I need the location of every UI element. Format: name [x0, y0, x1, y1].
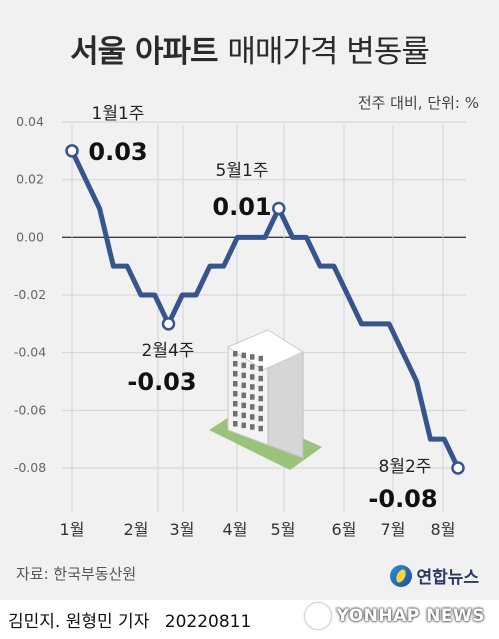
building-window	[241, 372, 246, 379]
building-roof	[226, 329, 305, 371]
brand-text: 연합뉴스	[416, 568, 479, 588]
x-tick-label: 4월	[223, 520, 248, 539]
building-window	[233, 391, 238, 397]
data-points	[65, 144, 465, 475]
credit-date: 20220811	[164, 612, 252, 632]
building-window	[241, 422, 246, 429]
building-window	[258, 415, 263, 422]
building-window	[250, 354, 255, 360]
line-chart: 0.04 0.02 0.00 -0.02 -0.04 -0.06 -0.08 1월 2월 3월 4…	[14, 104, 466, 539]
y-tick-label: -0.08	[14, 460, 46, 475]
building-window	[258, 365, 263, 372]
y-axis-ticks: 0.04 0.02 0.00 -0.02 -0.04 -0.06 -0.08	[14, 114, 46, 475]
y-tick-label: 0.04	[16, 114, 44, 129]
x-tick-label: 1월	[60, 520, 85, 539]
annotation-value: -0.03	[127, 368, 196, 396]
building-window	[250, 404, 255, 410]
building-window	[258, 375, 263, 382]
watermark: YONHAP NEWS	[304, 603, 485, 629]
x-tick-label: 8월	[431, 520, 456, 539]
building-window	[241, 382, 246, 389]
building-window	[250, 414, 255, 420]
source-label: 자료: 한국부동산원	[16, 565, 137, 583]
y-tick-label: 0.00	[16, 229, 44, 244]
title-strong: 서울 아파트	[70, 34, 218, 70]
data-point-marker	[65, 144, 79, 158]
x-tick-label: 2월	[124, 520, 149, 539]
x-axis-ticks: 1월 2월 3월 4월 5월 6월 7월 8월	[60, 520, 456, 539]
series-line	[69, 148, 461, 471]
building-window	[258, 405, 263, 412]
building-window	[258, 355, 263, 362]
building-window	[241, 362, 246, 369]
annotation-label: 2월4주	[142, 341, 195, 361]
title-light: 매매가격 변동률	[227, 34, 429, 70]
building-window	[241, 412, 246, 419]
y-tick-label: 0.02	[16, 172, 44, 187]
reporters: 김민지. 원형민 기자	[8, 612, 150, 632]
building-window	[258, 385, 263, 392]
building-window	[241, 402, 246, 409]
chart-panel	[0, 0, 499, 600]
building-window	[250, 364, 255, 370]
watermark-text: YONHAP NEWS	[336, 606, 485, 626]
building-window	[233, 411, 238, 417]
annotation-label: 5월1주	[216, 161, 269, 181]
y-tick-label: -0.04	[14, 345, 46, 360]
building-window	[233, 371, 238, 377]
x-tick-label: 7월	[381, 520, 406, 539]
building-window	[250, 384, 255, 390]
annotation-label: 1월1주	[92, 104, 145, 124]
credit-line: 김민지. 원형민 기자 20220811	[8, 607, 251, 632]
building-window	[233, 351, 238, 357]
unit-label: 전주 대비, 단위: %	[357, 94, 479, 112]
annotation-value: 0.01	[212, 193, 271, 221]
data-point-marker	[161, 317, 176, 331]
building-window	[233, 381, 238, 387]
building-window	[233, 361, 238, 367]
x-tick-label: 6월	[332, 520, 357, 539]
annotation-value: -0.08	[368, 485, 437, 513]
building-window	[241, 392, 246, 399]
x-tick-label: 5월	[271, 520, 296, 539]
x-tick-label: 3월	[170, 520, 195, 539]
building-window	[241, 352, 246, 359]
yonhap-logo-icon	[390, 564, 413, 587]
building-window	[233, 421, 238, 427]
building-window	[250, 424, 255, 430]
building-window	[233, 401, 238, 407]
chart-title: 서울 아파트 매매가격 변동률	[0, 26, 499, 71]
data-point-marker	[272, 201, 286, 216]
building-window	[250, 394, 255, 400]
annotations: 1월1주 0.03 2월4주 -0.03 5월1주 0.01 8월2주 -0.08	[88, 104, 437, 513]
watermark-logo-icon	[304, 603, 331, 629]
building-window	[250, 374, 255, 380]
building-windows	[233, 351, 263, 432]
annotation-value: 0.03	[88, 138, 147, 166]
building-window	[258, 425, 263, 432]
brand-logo: 연합뉴스	[390, 563, 479, 588]
annotation-label: 8월2주	[379, 457, 432, 477]
building-illustration	[209, 329, 322, 470]
grid-lines	[62, 121, 466, 512]
y-tick-label: -0.06	[14, 402, 46, 417]
y-tick-label: -0.02	[14, 287, 46, 302]
data-point-marker	[451, 461, 465, 475]
building-window	[258, 395, 263, 402]
